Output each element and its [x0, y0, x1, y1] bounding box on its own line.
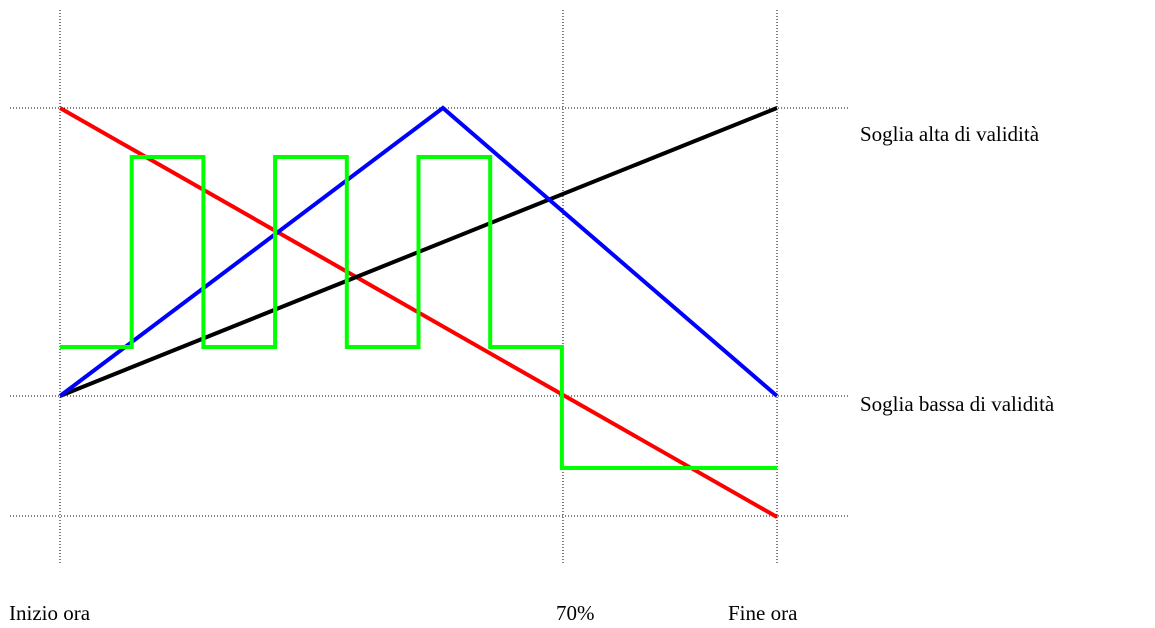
series-green-step-line — [60, 155, 777, 470]
series-blue-line — [58, 105, 779, 398]
end-label: Fine ora — [728, 601, 798, 625]
seventy-percent-label: 70% — [556, 601, 595, 625]
start-label: Inizio ora — [9, 601, 91, 625]
low-threshold-label: Soglia bassa di validità — [860, 392, 1055, 416]
high-threshold-label: Soglia alta di validità — [860, 122, 1040, 146]
